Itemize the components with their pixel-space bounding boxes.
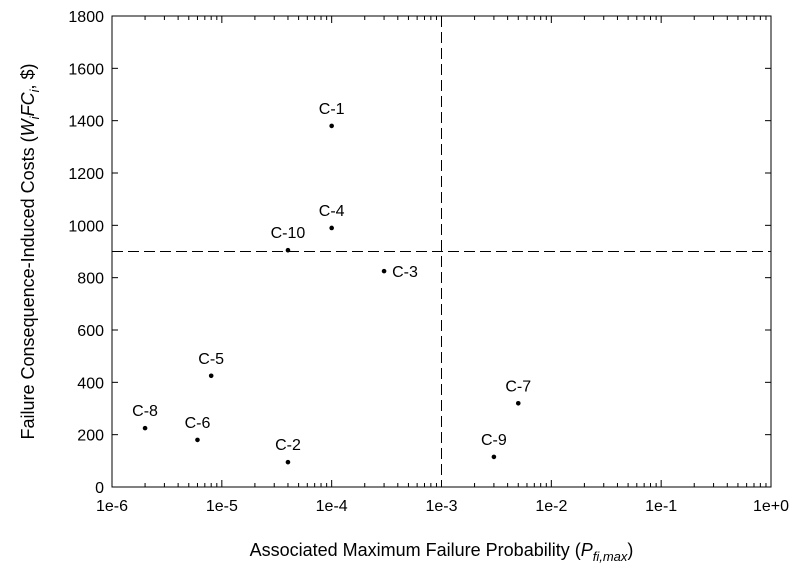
data-point-c-9	[491, 454, 497, 460]
y-tick-label: 1200	[68, 166, 104, 183]
y-axis-title-mid: FC	[18, 91, 38, 116]
y-tick-label: 200	[77, 428, 104, 445]
y-tick-label: 1800	[68, 9, 104, 26]
data-label-c-10: C-10	[271, 225, 306, 242]
x-tick-label: 1e-2	[535, 498, 567, 515]
data-point-c-1	[329, 123, 334, 129]
y-tick-label: 800	[77, 271, 104, 288]
axis-titles: Associated Maximum Failure Probability (…	[18, 64, 633, 564]
data-point-c-5	[208, 373, 214, 379]
y-tick-label: 0	[95, 480, 104, 497]
reference-lines	[112, 16, 771, 487]
y-tick-label: 600	[77, 323, 104, 340]
y-tick-label: 1000	[68, 218, 104, 235]
x-axis-title-suffix: )	[627, 540, 633, 560]
x-axis-title-var: P	[581, 540, 593, 560]
data-label-c-1: C-1	[319, 101, 345, 118]
data-label-c-6: C-6	[185, 415, 211, 432]
data-label-c-3: C-3	[392, 264, 418, 281]
y-tick-label: 400	[77, 375, 104, 392]
data-point-c-7	[515, 400, 521, 406]
x-tick-label: 1e-5	[206, 498, 238, 515]
data-label-c-8: C-8	[132, 403, 158, 420]
y-tick-label: 1600	[68, 61, 104, 78]
y-axis-title-suffix: , $)	[18, 64, 38, 90]
data-label-c-2: C-2	[275, 437, 301, 454]
data-label-c-9: C-9	[481, 432, 507, 449]
y-axis-title-var: W	[18, 117, 38, 136]
x-tick-label: 1e-4	[316, 498, 348, 515]
y-axis-title-prefix: Failure Consequence-Induced Costs (	[18, 136, 38, 439]
x-axis-title: Associated Maximum Failure Probability (…	[250, 540, 634, 564]
data-point-c-10	[285, 247, 291, 253]
x-axis-title-sub: fi,max	[593, 549, 628, 564]
data-point-c-4	[329, 225, 334, 231]
x-tick-label: 1e-1	[645, 498, 677, 515]
y-axis-title-sub: i	[27, 115, 42, 119]
x-tick-label: 1e-3	[425, 498, 457, 515]
data-label-c-7: C-7	[505, 378, 531, 395]
x-tick-label: 1e-6	[96, 498, 128, 515]
data-point-c-2	[285, 459, 291, 465]
data-label-c-5: C-5	[198, 351, 224, 368]
data-points: C-1 C-2 C-3 C-4 C-5 C-6 C-7 C-8 C-9 C-10	[132, 101, 531, 465]
tick-labels: 0 200 400 600 800 1000 1200 1400 1600 1800 1e-6 1e-…	[68, 9, 789, 515]
y-tick-label: 1400	[68, 114, 104, 131]
data-label-c-4: C-4	[319, 203, 345, 220]
x-axis-title-prefix: Associated Maximum Failure Probability (	[250, 540, 581, 560]
x-tick-label: 1e+0	[753, 498, 789, 515]
data-point-c-8	[142, 425, 148, 431]
data-point-c-3	[381, 268, 387, 274]
data-point-c-6	[195, 437, 200, 443]
y-axis-title-sub2: i	[27, 88, 42, 92]
y-axis-title: Failure Consequence-Induced Costs (WiFCi…	[18, 64, 42, 440]
